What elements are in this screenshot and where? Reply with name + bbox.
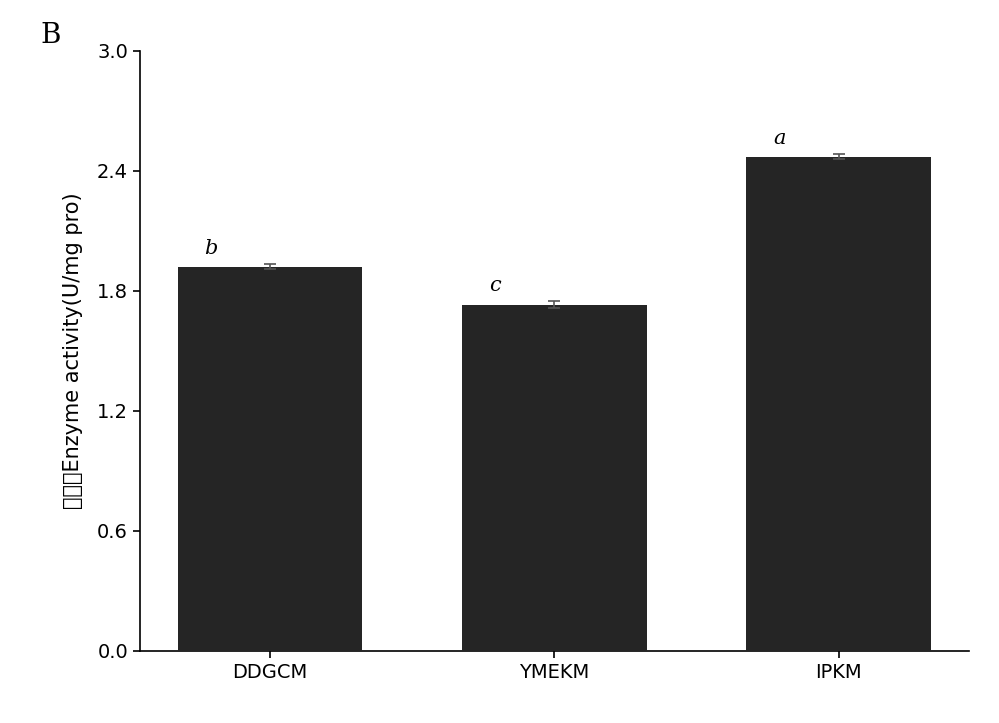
Text: a: a — [773, 129, 786, 148]
Bar — [178, 267, 363, 651]
Bar — [746, 157, 931, 651]
Text: B: B — [40, 22, 61, 48]
Bar — [462, 304, 647, 651]
Text: c: c — [490, 276, 501, 295]
Y-axis label: 酶活力Enzyme activity(U/mg pro): 酶活力Enzyme activity(U/mg pro) — [63, 192, 83, 509]
Text: b: b — [204, 239, 218, 258]
